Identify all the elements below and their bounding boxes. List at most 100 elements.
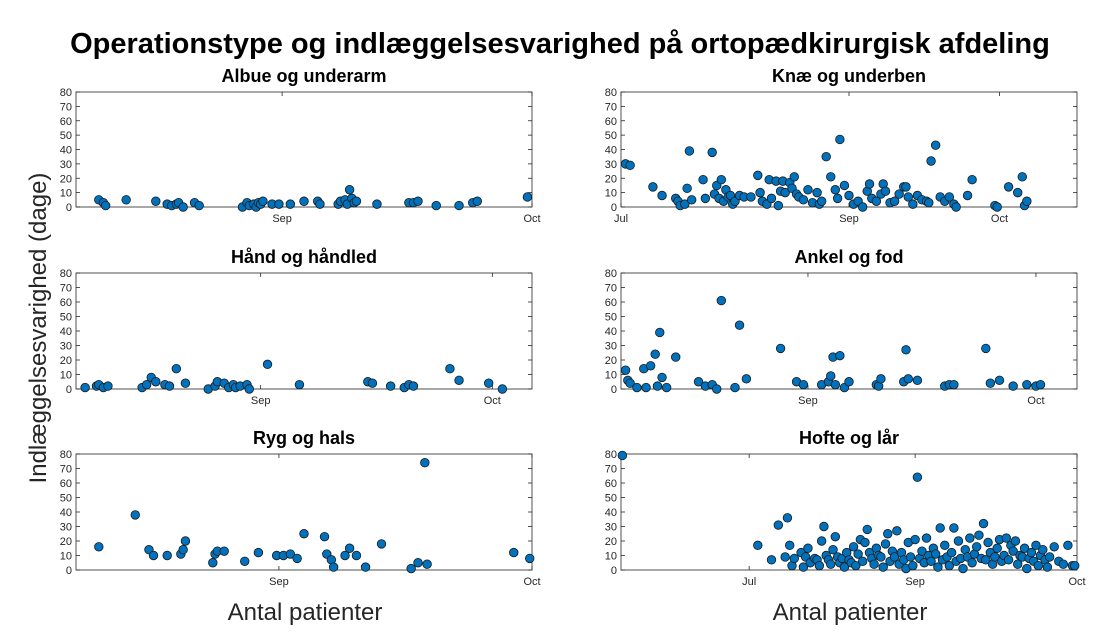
data-point bbox=[789, 172, 799, 182]
data-point bbox=[851, 560, 861, 571]
data-point bbox=[746, 192, 756, 202]
y-tick-label: 60 bbox=[60, 116, 72, 128]
data-point bbox=[981, 343, 991, 354]
data-point bbox=[958, 563, 968, 574]
x-tick-label: Sep bbox=[798, 395, 818, 407]
data-point bbox=[826, 172, 836, 182]
y-tick-label: 70 bbox=[60, 464, 72, 476]
plot-area bbox=[75, 453, 533, 571]
data-point bbox=[121, 195, 131, 205]
data-point bbox=[1003, 555, 1014, 565]
data-point bbox=[716, 295, 727, 306]
data-point bbox=[816, 196, 827, 206]
x-tick-label: Oct bbox=[523, 576, 540, 588]
data-point bbox=[935, 523, 945, 533]
data-point bbox=[351, 196, 362, 206]
data-point bbox=[413, 196, 423, 206]
data-point bbox=[693, 377, 704, 387]
data-point bbox=[944, 560, 955, 571]
data-point bbox=[994, 375, 1005, 386]
x-tick-label: Sep bbox=[272, 213, 292, 225]
data-point bbox=[1003, 182, 1014, 192]
data-point bbox=[700, 193, 711, 204]
data-point bbox=[151, 377, 161, 387]
y-tick-label: 50 bbox=[60, 312, 72, 324]
data-point bbox=[406, 563, 416, 574]
panel-hand-og-handled: Hånd og håndled 0 10 20 30 40 50 60 70 80 Sep Oct bbox=[60, 247, 533, 407]
y-tick-label: 70 bbox=[60, 101, 72, 113]
data-point bbox=[632, 382, 642, 393]
data-point bbox=[949, 379, 959, 390]
data-point bbox=[730, 382, 740, 393]
data-point bbox=[208, 558, 218, 568]
y-tick-label: 80 bbox=[605, 449, 617, 461]
x-axis-label-left: Antal patienter bbox=[228, 599, 383, 626]
y-tick-label: 20 bbox=[605, 536, 617, 548]
data-point bbox=[299, 529, 309, 539]
data-point bbox=[1017, 172, 1027, 182]
y-tick-label: 10 bbox=[60, 370, 72, 382]
data-point bbox=[971, 542, 982, 552]
data-point bbox=[178, 545, 188, 555]
data-point bbox=[924, 197, 934, 208]
data-point bbox=[926, 556, 936, 567]
data-point bbox=[819, 521, 829, 532]
data-point bbox=[657, 190, 667, 201]
data-point bbox=[340, 550, 350, 561]
data-point bbox=[151, 196, 161, 206]
data-point bbox=[712, 384, 722, 394]
data-point bbox=[830, 531, 841, 542]
data-point bbox=[905, 552, 916, 562]
data-point bbox=[1070, 560, 1080, 571]
y-tick-label: 30 bbox=[605, 341, 617, 353]
data-point bbox=[376, 539, 387, 549]
data-point bbox=[921, 533, 932, 543]
data-point bbox=[716, 174, 727, 185]
data-point bbox=[385, 381, 396, 391]
data-point bbox=[299, 196, 309, 206]
data-point bbox=[344, 185, 355, 195]
data-point bbox=[1026, 547, 1037, 558]
data-point bbox=[707, 147, 717, 158]
y-axis-label: Indlæggelsesvarighed (dage) bbox=[25, 173, 52, 484]
panel-title: Ankel og fod bbox=[795, 247, 904, 267]
y-tick-label: 30 bbox=[605, 522, 617, 534]
data-point bbox=[525, 553, 535, 564]
x-tick-label: Oct bbox=[523, 213, 540, 225]
data-point bbox=[497, 384, 508, 394]
data-point bbox=[912, 375, 923, 386]
data-point bbox=[933, 562, 943, 572]
data-point bbox=[812, 187, 822, 198]
data-point bbox=[830, 379, 841, 390]
data-point bbox=[857, 556, 868, 567]
x-tick-label: Jul bbox=[742, 576, 756, 588]
data-point bbox=[926, 156, 936, 166]
panel-kn-og-underben: Knæ og underben 0 10 20 30 40 50 60 70 80 Jul Sep Oc… bbox=[605, 66, 1078, 225]
data-point bbox=[1008, 546, 1018, 556]
data-point bbox=[645, 361, 656, 371]
data-point bbox=[880, 539, 891, 549]
panel-ryg-og-hals: Ryg og hals 0 10 20 30 40 50 60 70 80 Sep Oct bbox=[60, 428, 541, 588]
data-point bbox=[755, 187, 765, 198]
data-point bbox=[839, 180, 850, 191]
data-point bbox=[625, 160, 635, 171]
data-point bbox=[253, 547, 264, 558]
data-point bbox=[684, 146, 695, 156]
data-point bbox=[844, 377, 854, 387]
data-point bbox=[894, 189, 904, 199]
data-point bbox=[413, 558, 423, 568]
data-point bbox=[869, 559, 879, 569]
y-tick-label: 70 bbox=[605, 283, 617, 295]
data-point bbox=[814, 560, 825, 571]
y-tick-label: 60 bbox=[60, 297, 72, 309]
data-point bbox=[244, 384, 254, 394]
y-tick-label: 0 bbox=[611, 565, 617, 577]
data-point bbox=[753, 540, 763, 551]
y-tick-label: 0 bbox=[66, 202, 72, 214]
data-point bbox=[903, 374, 913, 384]
data-point bbox=[682, 183, 692, 194]
data-point bbox=[625, 378, 635, 388]
data-point bbox=[830, 185, 841, 195]
data-point bbox=[789, 553, 799, 564]
